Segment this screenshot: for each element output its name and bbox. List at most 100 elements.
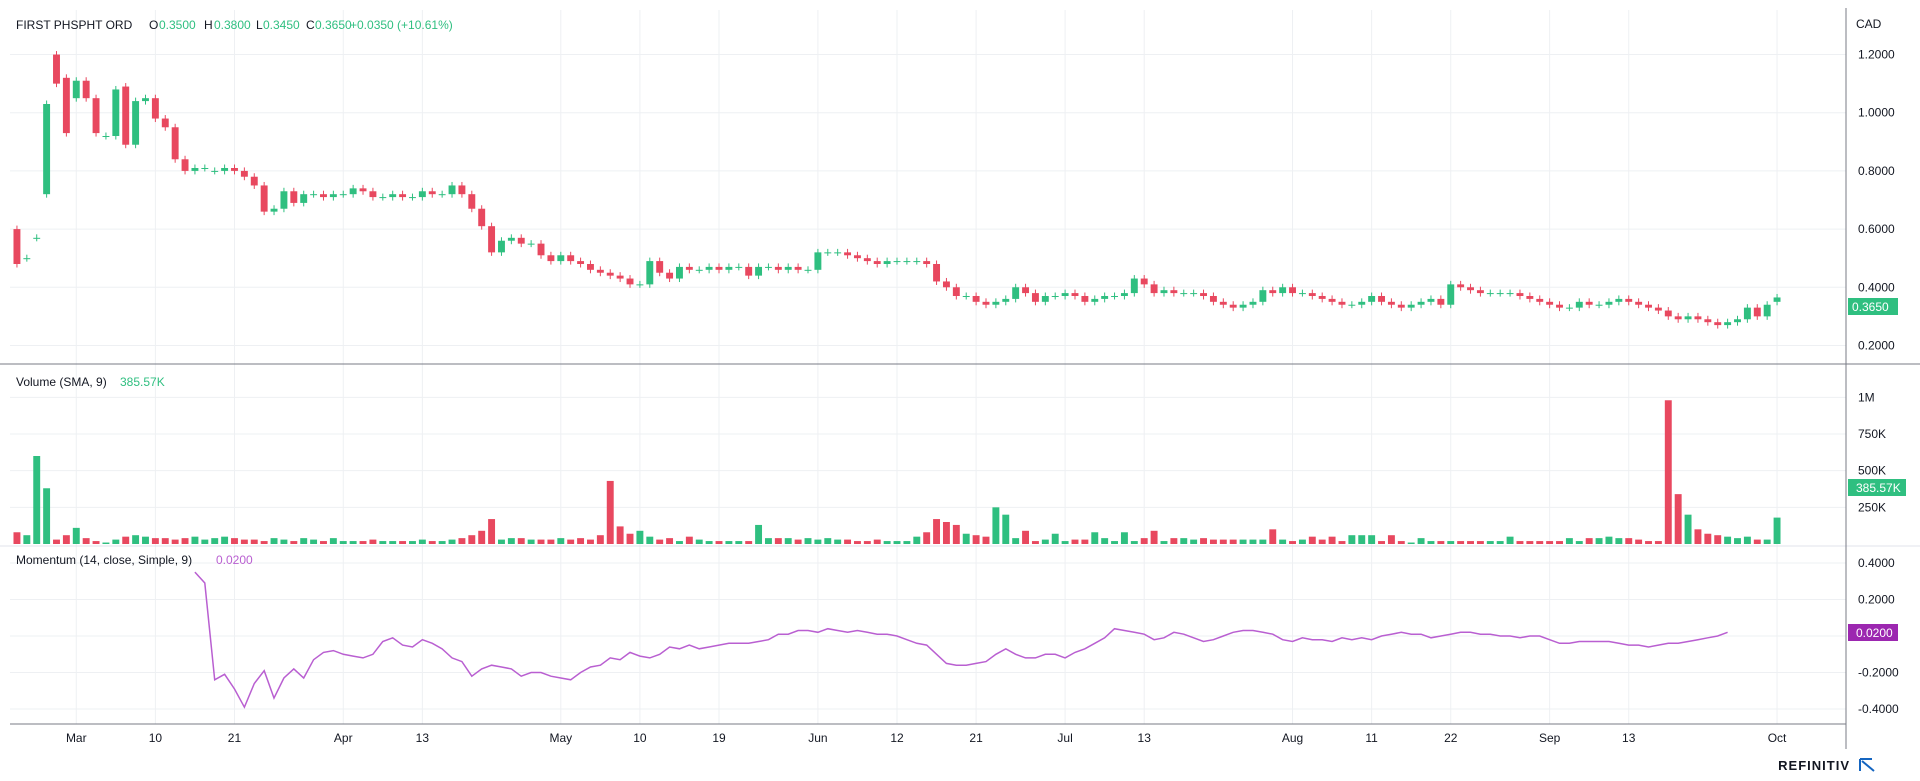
candle-body <box>547 255 555 262</box>
candle-body <box>181 159 189 171</box>
candle-body <box>853 255 861 259</box>
volume-bar <box>1447 541 1455 544</box>
candle-body <box>1318 296 1326 299</box>
volume-bar <box>1605 536 1613 544</box>
x-tick-label: Apr <box>334 731 353 745</box>
candle-body <box>1338 301 1346 305</box>
candle-body <box>1437 298 1445 305</box>
volume-bar <box>873 539 881 544</box>
candle-body <box>250 176 258 186</box>
candle-body <box>231 168 238 171</box>
volume-bar <box>1437 541 1445 544</box>
candle-body <box>1150 284 1158 294</box>
candle-body <box>774 266 782 270</box>
candle-body <box>1279 287 1287 294</box>
volume-bar <box>695 539 703 544</box>
volume-bar <box>616 526 624 544</box>
candle-body <box>527 243 535 245</box>
volume-bar <box>834 539 842 544</box>
candle-body <box>656 261 664 273</box>
volume-bar <box>1249 539 1257 544</box>
candle-body <box>1496 293 1504 295</box>
volume-bar <box>1209 539 1217 544</box>
ohlc-legend: O 0.3500 H 0.3800 L 0.3450 C 0.3650 +0.0… <box>149 18 453 32</box>
x-tick-label: Jun <box>808 731 827 745</box>
volume-bar <box>92 541 100 544</box>
volume-bar <box>596 535 604 544</box>
volume-bar <box>1091 532 1099 544</box>
candle-body <box>1556 304 1563 308</box>
candle-body <box>270 208 278 212</box>
volume-bar <box>745 541 753 544</box>
volume-bar <box>1180 538 1188 544</box>
candle-body <box>1308 293 1316 296</box>
candle-body <box>1427 298 1435 302</box>
volume-bar <box>498 539 505 544</box>
volume-series <box>13 400 1781 544</box>
volume-bar <box>1734 538 1741 544</box>
candle-body <box>72 80 80 99</box>
candle-body <box>1170 290 1178 294</box>
momentum-legend-value: 0.0200 <box>216 553 253 567</box>
volume-bar <box>972 535 980 544</box>
candle-body <box>794 266 802 270</box>
x-tick-label: 22 <box>1444 731 1458 745</box>
candle-body <box>171 127 179 160</box>
volume-bar <box>1773 517 1781 544</box>
volume-bar <box>952 524 960 544</box>
volume-bar <box>359 541 367 544</box>
x-tick-label: 21 <box>969 731 983 745</box>
candle-body <box>883 261 891 264</box>
volume-bar <box>478 530 486 544</box>
volume-bar <box>1615 538 1623 544</box>
candle-body <box>498 240 505 253</box>
candle-body <box>1625 298 1633 302</box>
volume-bar <box>1585 538 1593 544</box>
volume-bar <box>191 536 199 544</box>
candle-body <box>1605 301 1613 305</box>
volume-bar <box>1022 530 1030 544</box>
volume-bar <box>567 539 575 544</box>
volume-bar <box>1378 541 1385 544</box>
candle-body <box>587 264 594 270</box>
momentum-tick-label: -0.4000 <box>1858 702 1899 716</box>
candle-body <box>379 197 387 199</box>
candle-body <box>142 98 149 102</box>
volume-bar <box>883 541 891 544</box>
candle-body <box>517 237 525 244</box>
candle-body <box>715 266 723 270</box>
volume-bar <box>606 480 614 544</box>
candle-body <box>1516 293 1524 296</box>
price-tick-label: 0.6000 <box>1858 222 1895 236</box>
volume-badge: 385.57K <box>1848 479 1906 496</box>
volume-tick-label: 250K <box>1858 500 1886 514</box>
volume-bar <box>537 539 545 544</box>
volume-bar <box>1397 541 1405 544</box>
candle-body <box>1041 296 1049 302</box>
volume-bar <box>844 539 852 544</box>
volume-bar <box>824 538 832 544</box>
volume-bar <box>507 538 515 544</box>
candle-body <box>33 237 41 239</box>
volume-bar <box>646 536 654 544</box>
candle-body <box>478 208 486 227</box>
candle-body <box>1239 304 1247 308</box>
candle-body <box>933 264 941 282</box>
volume-bar <box>1506 536 1514 544</box>
volume-bar <box>764 538 772 544</box>
candle-body <box>409 197 416 199</box>
candle-body <box>1585 301 1593 305</box>
candle-body <box>1654 307 1662 311</box>
volume-tick-label: 750K <box>1858 427 1886 441</box>
volume-bar <box>122 536 130 544</box>
volume-bar <box>418 539 426 544</box>
volume-bar <box>379 541 387 544</box>
volume-bar <box>1595 538 1603 544</box>
candle-body <box>1743 307 1751 320</box>
volume-bar <box>1328 536 1336 544</box>
candle-body <box>132 101 140 145</box>
candle-body <box>1328 298 1336 302</box>
candle-body <box>1298 293 1306 295</box>
volume-tick-label: 1M <box>1858 390 1875 404</box>
